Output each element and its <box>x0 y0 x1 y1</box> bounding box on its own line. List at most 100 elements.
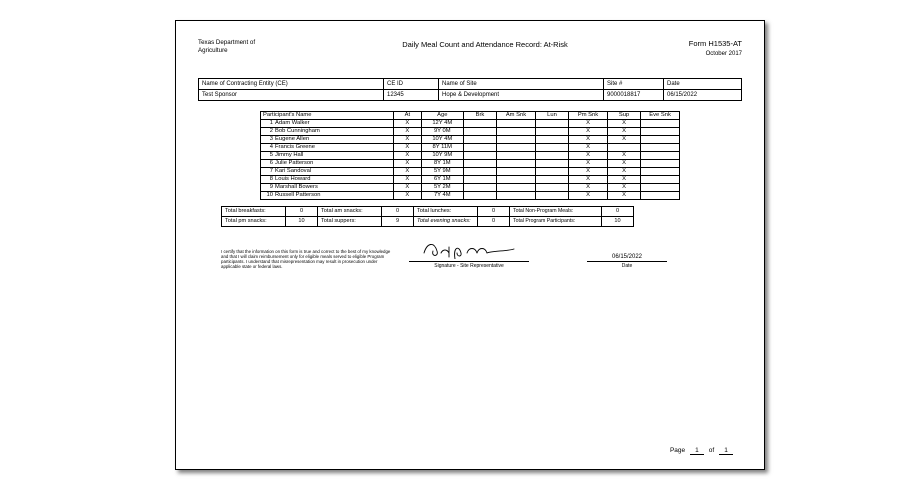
table-cell: 5Jimmy Hall <box>261 151 394 159</box>
table-cell <box>641 127 680 135</box>
table-cell: X <box>569 167 608 175</box>
total-lunches-value: 0 <box>478 206 510 216</box>
table-cell: X <box>569 135 608 143</box>
table-cell <box>535 119 568 127</box>
table-cell <box>535 167 568 175</box>
table-cell: 6Y 1M <box>421 175 463 183</box>
table-cell: X <box>607 127 640 135</box>
total-am-label: Total am snacks: <box>318 206 382 216</box>
table-cell: X <box>394 119 422 127</box>
table-cell <box>535 175 568 183</box>
cert-date-label: Date <box>587 261 667 269</box>
total-breakfasts-value: 0 <box>286 206 318 216</box>
total-nonprog-label: Total Non-Program Meals: <box>510 206 602 216</box>
participants-table: Participant's NameAtAgeBrkAm SnkLunPm Sn… <box>260 111 680 200</box>
table-cell <box>641 191 680 199</box>
header: Texas Department of Agriculture Daily Me… <box>198 39 742 58</box>
table-row: 4Francis GreeneX8Y 11MX <box>261 143 680 151</box>
table-cell <box>641 159 680 167</box>
participants-body: 1Adam WalkerX12Y 4MXX2Bob CunninghamX9Y … <box>261 119 680 199</box>
table-cell: 8Y 1M <box>421 159 463 167</box>
page-footer: Page 1 of 1 <box>670 447 736 455</box>
table-cell: X <box>569 143 608 151</box>
table-cell: X <box>607 135 640 143</box>
document-page: Texas Department of Agriculture Daily Me… <box>175 20 765 470</box>
table-cell: 5Y 9M <box>421 167 463 175</box>
table-cell <box>535 183 568 191</box>
table-cell <box>463 183 496 191</box>
table-cell <box>535 191 568 199</box>
certification-text: I certify that the information on this f… <box>221 249 391 269</box>
participants-col-header: Brk <box>463 111 496 119</box>
dept-line2: Agriculture <box>198 47 318 55</box>
page-title: Daily Meal Count and Attendance Record: … <box>318 39 652 49</box>
table-cell: X <box>394 183 422 191</box>
table-cell: 6Julie Patterson <box>261 159 394 167</box>
table-cell <box>463 119 496 127</box>
table-cell: X <box>394 151 422 159</box>
table-row: 1Adam WalkerX12Y 4MXX <box>261 119 680 127</box>
table-cell: 4Francis Greene <box>261 143 394 151</box>
table-cell <box>535 127 568 135</box>
participants-col-header: Eve Snk <box>641 111 680 119</box>
table-cell <box>463 135 496 143</box>
table-cell <box>497 119 536 127</box>
table-cell <box>463 175 496 183</box>
table-cell <box>535 151 568 159</box>
table-cell: X <box>394 191 422 199</box>
table-cell: X <box>569 175 608 183</box>
site-name-value: Hope & Development <box>439 89 604 100</box>
table-cell: X <box>607 175 640 183</box>
date-label: Date <box>664 78 742 89</box>
table-cell <box>497 135 536 143</box>
total-pm-label: Total pm snacks: <box>222 216 286 226</box>
table-cell: X <box>607 119 640 127</box>
table-cell <box>497 191 536 199</box>
total-nonprog-value: 0 <box>602 206 634 216</box>
table-cell: 10Y 4M <box>421 135 463 143</box>
participants-col-header: Sup <box>607 111 640 119</box>
table-cell: 1Adam Walker <box>261 119 394 127</box>
table-cell: 10Y 9M <box>421 151 463 159</box>
form-id: Form H1535-AT <box>652 39 742 50</box>
table-cell: X <box>607 191 640 199</box>
table-row: 7Kari SandovalX5Y 9MXX <box>261 167 680 175</box>
table-row: 3Eugene AllenX10Y 4MXX <box>261 135 680 143</box>
signature-block: Signature - Site Representative <box>409 237 529 269</box>
table-cell: X <box>569 151 608 159</box>
table-cell: X <box>394 159 422 167</box>
total-participants-value: 10 <box>602 216 634 226</box>
table-cell: X <box>569 119 608 127</box>
footer-page-label: Page <box>670 447 685 454</box>
table-cell: 5Y 2M <box>421 183 463 191</box>
total-pm-value: 10 <box>286 216 318 226</box>
table-cell <box>497 143 536 151</box>
table-cell: 7Y 4M <box>421 191 463 199</box>
ce-id-value: 12345 <box>384 89 439 100</box>
total-am-value: 0 <box>382 206 414 216</box>
table-cell: 8Louis Howard <box>261 175 394 183</box>
participants-header-row: Participant's NameAtAgeBrkAm SnkLunPm Sn… <box>261 111 680 119</box>
table-cell: 2Bob Cunningham <box>261 127 394 135</box>
site-name-label: Name of Site <box>439 78 604 89</box>
table-cell <box>641 151 680 159</box>
table-cell: 9Marshall Bowers <box>261 183 394 191</box>
form-id-block: Form H1535-AT October 2017 <box>652 39 742 58</box>
table-cell: 8Y 11M <box>421 143 463 151</box>
table-cell: X <box>569 159 608 167</box>
table-cell <box>535 135 568 143</box>
table-cell <box>497 127 536 135</box>
table-cell <box>463 191 496 199</box>
ce-id-label: CE ID <box>384 78 439 89</box>
table-cell: X <box>569 183 608 191</box>
dept-line1: Texas Department of <box>198 39 318 47</box>
cert-date-block: 06/15/2022 Date <box>587 254 667 269</box>
table-row: 6Julie PattersonX8Y 1MXX <box>261 159 680 167</box>
table-cell <box>497 167 536 175</box>
footer-of-label: of <box>709 447 714 454</box>
footer-total-pages: 1 <box>719 447 733 455</box>
table-cell <box>463 159 496 167</box>
total-lunches-label: Total lunches: <box>414 206 478 216</box>
table-cell: X <box>394 167 422 175</box>
signature-icon <box>419 237 519 259</box>
